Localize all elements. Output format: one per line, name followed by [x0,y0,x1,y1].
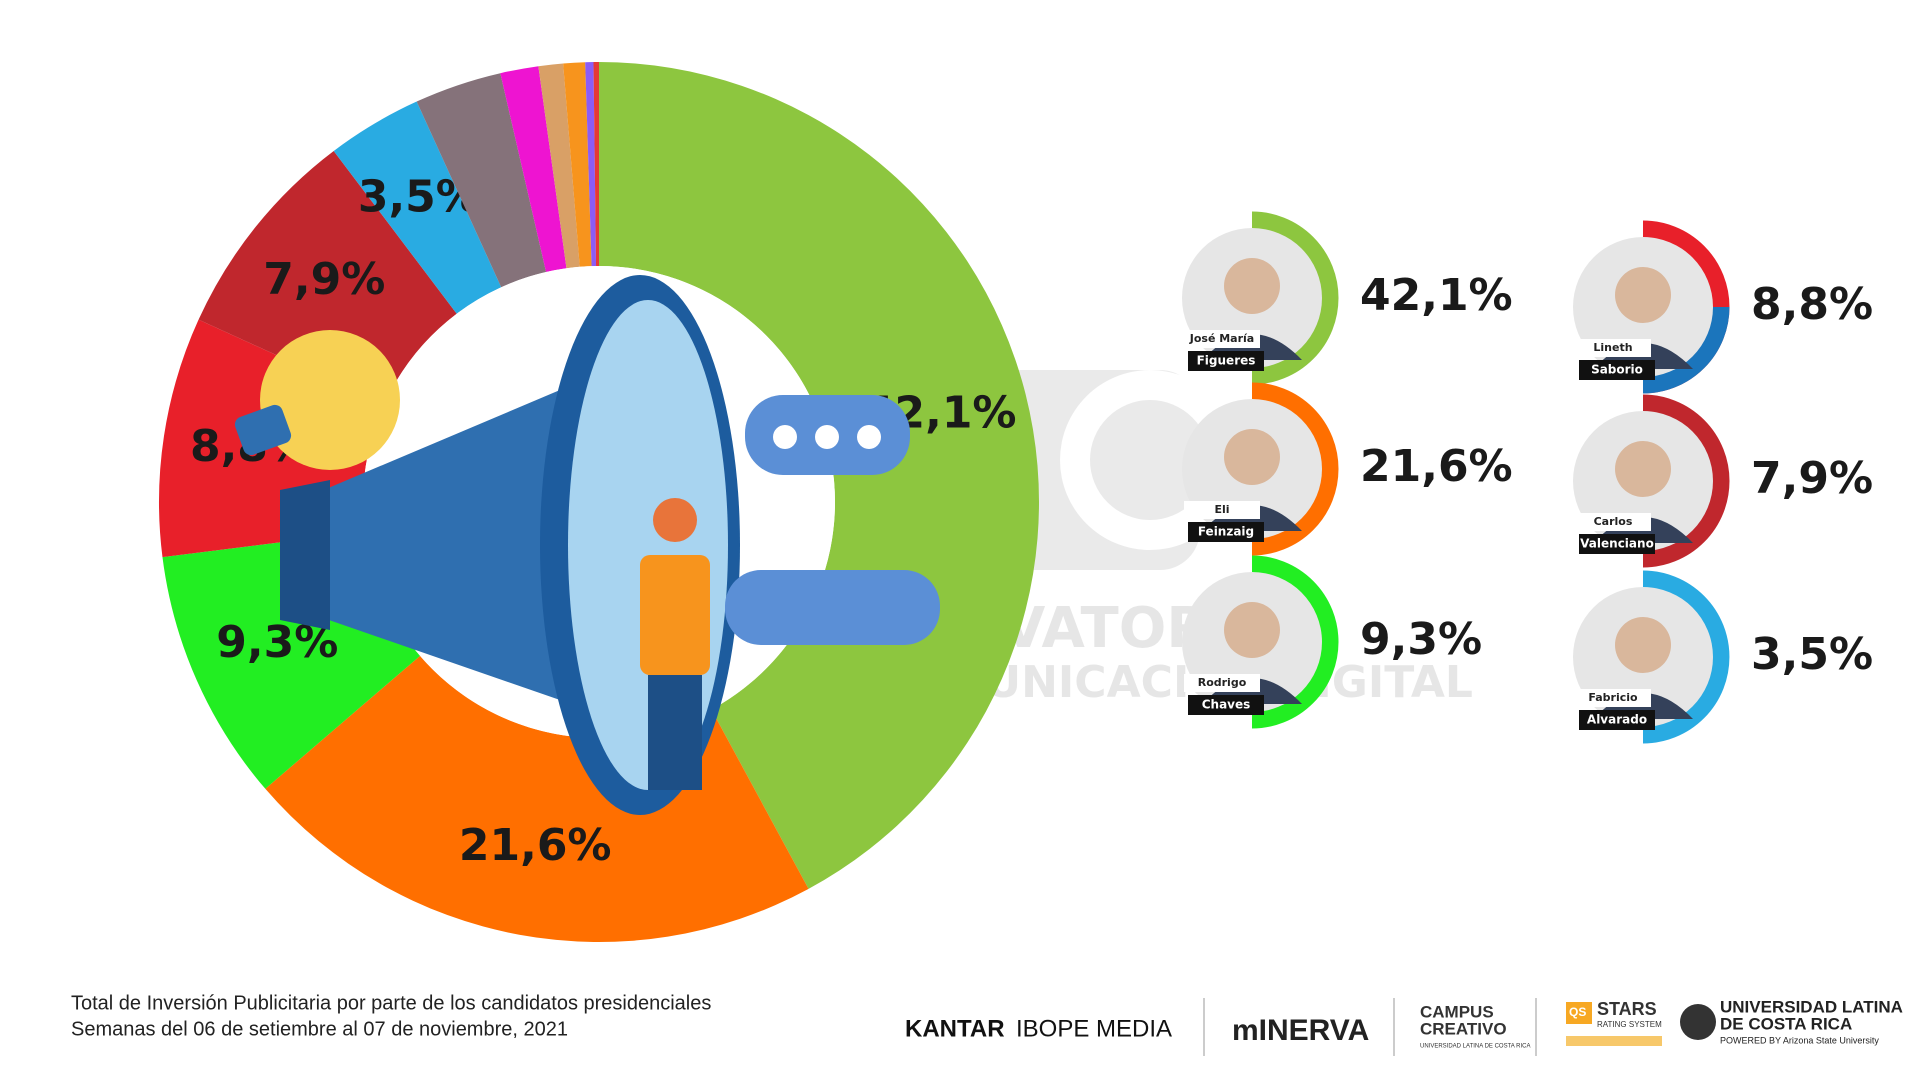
name-tag [1575,339,1651,357]
slice [500,66,567,273]
candidate-head [1224,429,1280,485]
candidate-first-name: Lineth [1593,341,1632,354]
megaphone-body [300,390,560,700]
slice [599,62,1039,889]
candidate-ring [1251,211,1339,385]
name-tag [1184,674,1260,692]
candidate-last-name: Chaves [1202,698,1251,712]
candidate-legend: José María Figueres 42,1% Eli Feinzaig 21,6% R… [1182,211,1873,744]
person [640,555,710,675]
slice [416,73,547,288]
bulb-base [234,404,292,456]
logo-stars-sub: RATING SYSTEM [1597,1020,1662,1029]
candidate-last-name: Alvarado [1587,713,1647,727]
candidate-head [1615,267,1671,323]
dot [815,425,839,449]
dot [773,425,797,449]
rating-bubble [725,570,940,645]
ulatina-globe [1680,1004,1716,1040]
candidate-first-name: Fabricio [1588,691,1638,704]
candidate-last-name: Figueres [1197,354,1256,368]
candidate-percent: 3,5% [1751,629,1873,680]
candidate-head [1615,617,1671,673]
megaphone-handle [280,480,330,630]
candidate-percent: 9,3% [1360,614,1482,665]
candidate-percent: 8,8% [1751,279,1873,330]
candidate-first-name: Eli [1214,503,1229,516]
candidate-head [1224,602,1280,658]
name-tag [1188,351,1264,371]
person-legs [648,675,702,790]
candidate-head [1615,441,1671,497]
candidate-percent: 42,1% [1360,270,1513,321]
candidate-ring [1251,555,1339,729]
logo-ibope: IBOPE MEDIA [1016,1015,1172,1042]
slice [198,150,457,405]
dot [857,425,881,449]
slice [585,62,597,267]
candidate-head [1224,258,1280,314]
footnote: Total de Inversión Publicitaria por part… [71,992,711,1014]
slice [333,101,502,314]
logo-qs: QS [1569,1005,1586,1019]
bulb [260,330,400,470]
logo-ulatina: UNIVERSIDAD LATINA [1720,997,1903,1016]
logos: KANTAR IBOPE MEDIA mINERVA CAMPUS CREATI… [905,997,1903,1056]
candidate-first-name: Carlos [1594,515,1633,528]
footnote: Semanas del 06 de setiembre al 07 de nov… [71,1018,568,1040]
candidate-percent: 7,9% [1751,453,1873,504]
candidate-first-name: José María [1189,332,1254,345]
slice-label: 21,6% [459,820,612,871]
qs-badge [1566,1002,1592,1024]
name-tag [1188,695,1264,715]
person-head [653,498,697,542]
candidate-first-name: Rodrigo [1198,676,1247,689]
candidate-last-name: Feinzaig [1198,525,1254,539]
logo-ulatina: DE COSTA RICA [1720,1014,1852,1033]
slice [563,62,592,267]
candidate-last-name: Saborio [1591,363,1643,377]
name-tag [1579,534,1655,554]
candidate-ring [1642,394,1730,568]
candidate-last-name: Valenciano [1580,537,1654,551]
logo-minerva: mINERVA [1232,1014,1369,1047]
name-tag [1188,522,1264,542]
logo-campus-sub: UNIVERSIDAD LATINA DE COSTA RICA [1420,1044,1530,1050]
logo-campus: CAMPUS [1420,1002,1494,1021]
name-tag [1575,513,1651,531]
logo-kantar: KANTAR [905,1015,1005,1042]
logo-campus: CREATIVO [1420,1019,1507,1038]
candidate-ring [1251,382,1339,556]
logo-stars: STARS [1597,999,1657,1019]
watermark-icon [1090,400,1210,520]
illustration [234,275,940,815]
slice [538,63,580,269]
candidate-ring [1642,570,1730,744]
name-tag [1579,360,1655,380]
slice-label: 7,9% [263,254,385,305]
name-tag [1184,501,1260,519]
logo-powered: POWERED BY Arizona State University [1720,1035,1879,1045]
stars-bar [1566,1036,1662,1046]
candidate-percent: 21,6% [1360,441,1513,492]
candidate-ring [1642,306,1730,394]
slice [593,62,599,267]
name-tag [1184,330,1260,348]
name-tag [1579,710,1655,730]
name-tag [1575,689,1651,707]
